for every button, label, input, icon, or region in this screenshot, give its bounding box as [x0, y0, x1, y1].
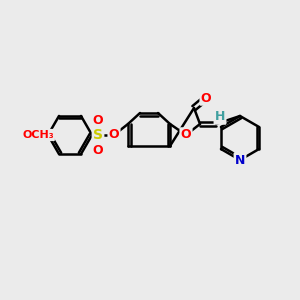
Text: H: H — [215, 110, 225, 124]
Text: O: O — [93, 143, 103, 157]
Text: O: O — [181, 128, 191, 142]
Text: S: S — [93, 128, 103, 142]
Text: O: O — [93, 113, 103, 127]
Text: N: N — [235, 154, 245, 166]
Text: OCH₃: OCH₃ — [22, 130, 54, 140]
Text: O: O — [201, 92, 211, 104]
Text: O: O — [109, 128, 119, 142]
